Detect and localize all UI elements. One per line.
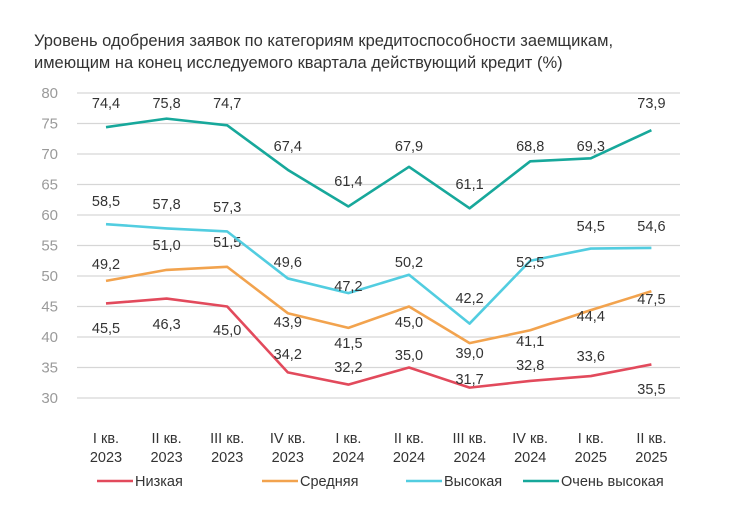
series-line-0 xyxy=(105,297,652,389)
x-tick-label: 2023 xyxy=(150,450,182,466)
data-label: 47,5 xyxy=(637,292,665,308)
data-label: 34,2 xyxy=(274,347,302,363)
data-label: 69,3 xyxy=(577,139,605,155)
data-label: 44,4 xyxy=(577,309,605,325)
y-tick-label: 65 xyxy=(41,177,58,194)
data-label: 39,0 xyxy=(455,346,483,362)
data-label: 46,3 xyxy=(152,317,180,333)
y-tick-label: 75 xyxy=(41,116,58,133)
y-tick-label: 55 xyxy=(41,238,58,255)
y-tick-label: 80 xyxy=(41,85,58,102)
y-tick-label: 35 xyxy=(41,360,58,377)
y-tick-label: 50 xyxy=(41,268,58,285)
x-tick-label: 2025 xyxy=(575,450,607,466)
data-label: 50,2 xyxy=(395,255,423,271)
x-tick-label: 2024 xyxy=(453,450,485,466)
legend-label: Средняя xyxy=(300,474,358,490)
data-label: 47,2 xyxy=(334,279,362,295)
series-line-1 xyxy=(105,265,652,345)
data-label: 52,5 xyxy=(516,255,544,271)
x-tick-label: 2023 xyxy=(211,450,243,466)
data-label: 32,8 xyxy=(516,358,544,374)
data-label: 45,0 xyxy=(213,323,241,339)
x-tick-label: II кв. xyxy=(636,431,666,447)
data-label: 57,3 xyxy=(213,200,241,216)
chart-title: Уровень одобрения заявок по категориям к… xyxy=(34,30,613,74)
data-label: 58,5 xyxy=(92,194,120,210)
x-tick-label: 2023 xyxy=(90,450,122,466)
data-label: 32,2 xyxy=(334,360,362,376)
data-label: 35,0 xyxy=(395,348,423,364)
legend-label: Низкая xyxy=(135,474,183,490)
data-label: 43,9 xyxy=(274,315,302,331)
data-label: 51,5 xyxy=(213,235,241,251)
data-label: 49,2 xyxy=(92,257,120,273)
data-label: 54,6 xyxy=(637,219,665,235)
data-label: 61,1 xyxy=(455,177,483,193)
y-tick-label: 70 xyxy=(41,146,58,163)
y-tick-label: 40 xyxy=(41,329,58,346)
data-label: 74,4 xyxy=(92,96,120,112)
x-tick-label: III кв. xyxy=(210,431,244,447)
data-label: 75,8 xyxy=(152,96,180,112)
data-label: 54,5 xyxy=(577,219,605,235)
x-tick-label: 2024 xyxy=(332,450,364,466)
y-tick-label: 45 xyxy=(41,299,58,316)
data-label: 57,8 xyxy=(152,197,180,213)
data-label: 42,2 xyxy=(455,291,483,307)
chart-title-line-1: Уровень одобрения заявок по категориям к… xyxy=(34,32,614,50)
x-tick-label: IV кв. xyxy=(270,431,306,447)
legend-label: Очень высокая xyxy=(561,474,664,490)
chart-title-line-2: имеющим на конец исследуемого квартала д… xyxy=(34,54,563,72)
x-tick-label: I кв. xyxy=(93,431,119,447)
data-label: 45,5 xyxy=(92,321,120,337)
data-label: 73,9 xyxy=(637,96,665,112)
data-label: 49,6 xyxy=(274,255,302,271)
data-label: 31,7 xyxy=(455,372,483,388)
data-label: 35,5 xyxy=(637,382,665,398)
data-label: 45,0 xyxy=(395,315,423,331)
x-tick-label: 2023 xyxy=(272,450,304,466)
x-tick-label: 2025 xyxy=(635,450,667,466)
data-label: 74,7 xyxy=(213,96,241,112)
data-label: 68,8 xyxy=(516,139,544,155)
data-label: 51,0 xyxy=(152,238,180,254)
x-tick-label: I кв. xyxy=(335,431,361,447)
data-label: 67,9 xyxy=(395,139,423,155)
data-label: 41,1 xyxy=(516,334,544,350)
data-label: 33,6 xyxy=(577,349,605,365)
x-tick-label: II кв. xyxy=(152,431,182,447)
x-tick-label: IV кв. xyxy=(512,431,548,447)
x-tick-label: III кв. xyxy=(452,431,486,447)
data-label: 41,5 xyxy=(334,336,362,352)
x-tick-label: 2024 xyxy=(514,450,546,466)
series-line-3 xyxy=(105,117,652,210)
x-tick-label: I кв. xyxy=(578,431,604,447)
y-tick-label: 60 xyxy=(41,207,58,224)
data-label: 61,4 xyxy=(334,174,362,190)
x-tick-label: 2024 xyxy=(393,450,425,466)
x-tick-label: II кв. xyxy=(394,431,424,447)
legend-label: Высокая xyxy=(444,474,502,490)
y-tick-label: 30 xyxy=(41,390,58,407)
series-line-2 xyxy=(105,222,652,325)
data-label: 67,4 xyxy=(274,139,302,155)
